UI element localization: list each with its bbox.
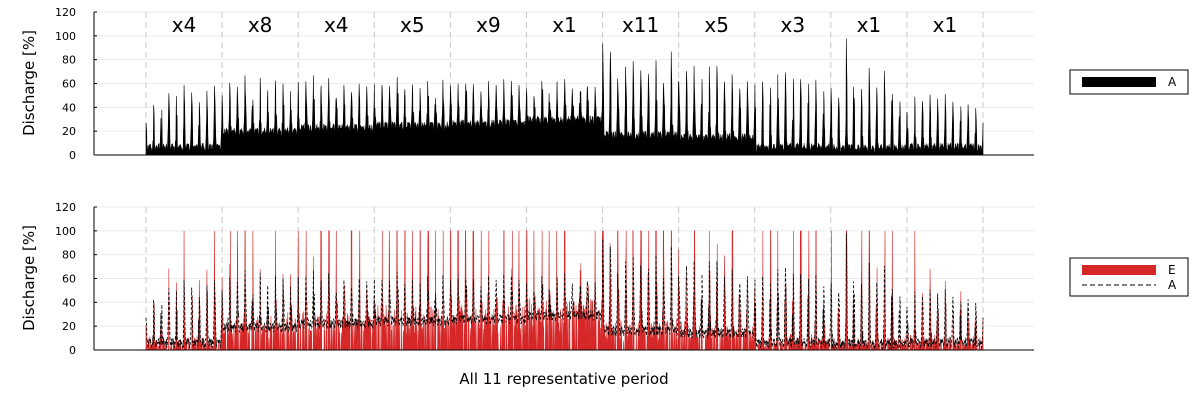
period-label: x3	[780, 13, 805, 37]
legend-bottom: E A	[1069, 257, 1189, 297]
y-tick-label: 0	[69, 344, 76, 357]
y-tick-label: 100	[55, 225, 76, 238]
period-label: x5	[704, 13, 729, 37]
period-label: x8	[248, 13, 273, 37]
period-label: x11	[622, 13, 659, 37]
period-label: x5	[400, 13, 425, 37]
legend-label-a-top: A	[1168, 75, 1177, 89]
y-tick-label: 120	[55, 6, 76, 19]
y-tick-label: 60	[62, 273, 76, 286]
y-tick-label: 20	[62, 125, 76, 138]
series-a-dashed-line	[145, 233, 984, 349]
y-tick-label: 40	[62, 101, 76, 114]
legend-swatch-e	[1082, 265, 1156, 275]
y-axis-label-top: Discharge [%]	[20, 30, 38, 136]
series-a-area	[145, 38, 984, 156]
panel-discharge-a: x4 x8 x4 x5 x9 x1 x11 x5 x3 x1 x1 020406080100120 …	[20, 6, 1034, 162]
period-label: x4	[172, 13, 197, 37]
period-label: x4	[324, 13, 349, 37]
y-tick-label: 20	[62, 320, 76, 333]
y-tick-label: 40	[62, 296, 76, 309]
legend-label-e: E	[1168, 263, 1176, 277]
y-tick-label: 120	[55, 201, 76, 214]
legend-swatch-a	[1082, 77, 1156, 87]
y-axis-label-bottom: Discharge [%]	[20, 225, 38, 331]
y-axis-bottom: 0 20 40 60 80 100 120	[55, 201, 97, 357]
y-tick-label: 0	[69, 149, 76, 162]
y-tick-label: 60	[62, 78, 76, 91]
y-tick-label: 100	[55, 30, 76, 43]
period-label: x1	[933, 13, 958, 37]
period-label: x1	[857, 13, 882, 37]
period-label: x1	[552, 13, 577, 37]
series-a-dashed-path	[145, 233, 984, 349]
legend-box-bottom	[1069, 257, 1189, 297]
legend-label-a-bottom: A	[1168, 278, 1177, 292]
period-label: x9	[476, 13, 501, 37]
panel-discharge-e-a: 0 20 40 60 80 100 120 Discharge [%] All 11 rep…	[20, 201, 1034, 388]
period-labels: x4 x8 x4 x5 x9 x1 x11 x5 x3 x1 x1	[172, 13, 957, 37]
y-tick-label: 80	[62, 54, 76, 67]
x-axis-label: All 11 representative period	[459, 370, 668, 388]
y-tick-label: 80	[62, 249, 76, 262]
series-a-area-top	[145, 38, 984, 156]
legend-top: A	[1069, 69, 1189, 95]
y-axis-top: 0 20 40 60 80 100 120	[55, 6, 97, 162]
